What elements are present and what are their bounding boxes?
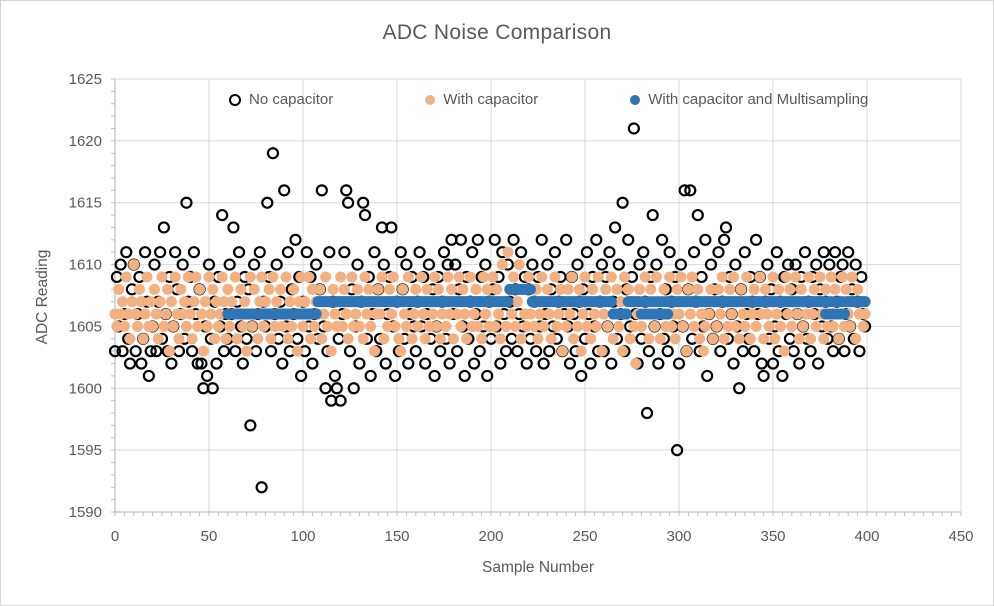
gridlines bbox=[115, 78, 962, 512]
svg-text:1625: 1625 bbox=[69, 71, 102, 88]
y-axis-title: ADC Reading bbox=[34, 249, 51, 345]
svg-text:1615: 1615 bbox=[69, 195, 102, 212]
svg-text:1610: 1610 bbox=[69, 257, 102, 274]
svg-text:1620: 1620 bbox=[69, 133, 102, 150]
filled-circle-marker-icon bbox=[425, 94, 436, 105]
svg-text:300: 300 bbox=[666, 528, 691, 545]
svg-text:50: 50 bbox=[201, 528, 218, 545]
legend-label: With capacitor and Multisampling bbox=[648, 91, 869, 108]
tick-labels: 0 50 100 150 200 250 300 350 400 450 1590 1595 1600 1… bbox=[69, 71, 974, 545]
legend-item-with-capacitor: With capacitor bbox=[425, 91, 538, 108]
svg-text:200: 200 bbox=[478, 528, 503, 545]
svg-text:150: 150 bbox=[384, 528, 409, 545]
legend: No capacitor With capacitor With capacit… bbox=[229, 91, 868, 108]
x-axis-title: Sample Number bbox=[482, 559, 594, 576]
legend-item-multisampling: With capacitor and Multisampling bbox=[630, 91, 868, 108]
svg-text:1590: 1590 bbox=[69, 504, 102, 521]
filled-circle-marker-icon bbox=[630, 94, 641, 105]
axes bbox=[111, 78, 962, 516]
svg-text:1595: 1595 bbox=[69, 442, 102, 459]
svg-text:400: 400 bbox=[854, 528, 879, 545]
svg-text:250: 250 bbox=[572, 528, 597, 545]
svg-text:350: 350 bbox=[760, 528, 785, 545]
legend-label: With capacitor bbox=[443, 91, 539, 108]
chart-title: ADC Noise Comparison bbox=[382, 21, 612, 44]
svg-text:1605: 1605 bbox=[69, 318, 102, 335]
legend-label: No capacitor bbox=[249, 91, 334, 108]
series-with-capacitor-and-multisampling bbox=[222, 283, 871, 320]
svg-text:0: 0 bbox=[111, 528, 119, 545]
open-circle-marker-icon bbox=[229, 93, 241, 106]
legend-item-no-capacitor: No capacitor bbox=[229, 91, 333, 108]
svg-text:1600: 1600 bbox=[69, 380, 102, 397]
svg-text:100: 100 bbox=[290, 528, 315, 545]
series-no-capacitor bbox=[108, 122, 872, 494]
svg-text:450: 450 bbox=[948, 528, 973, 545]
